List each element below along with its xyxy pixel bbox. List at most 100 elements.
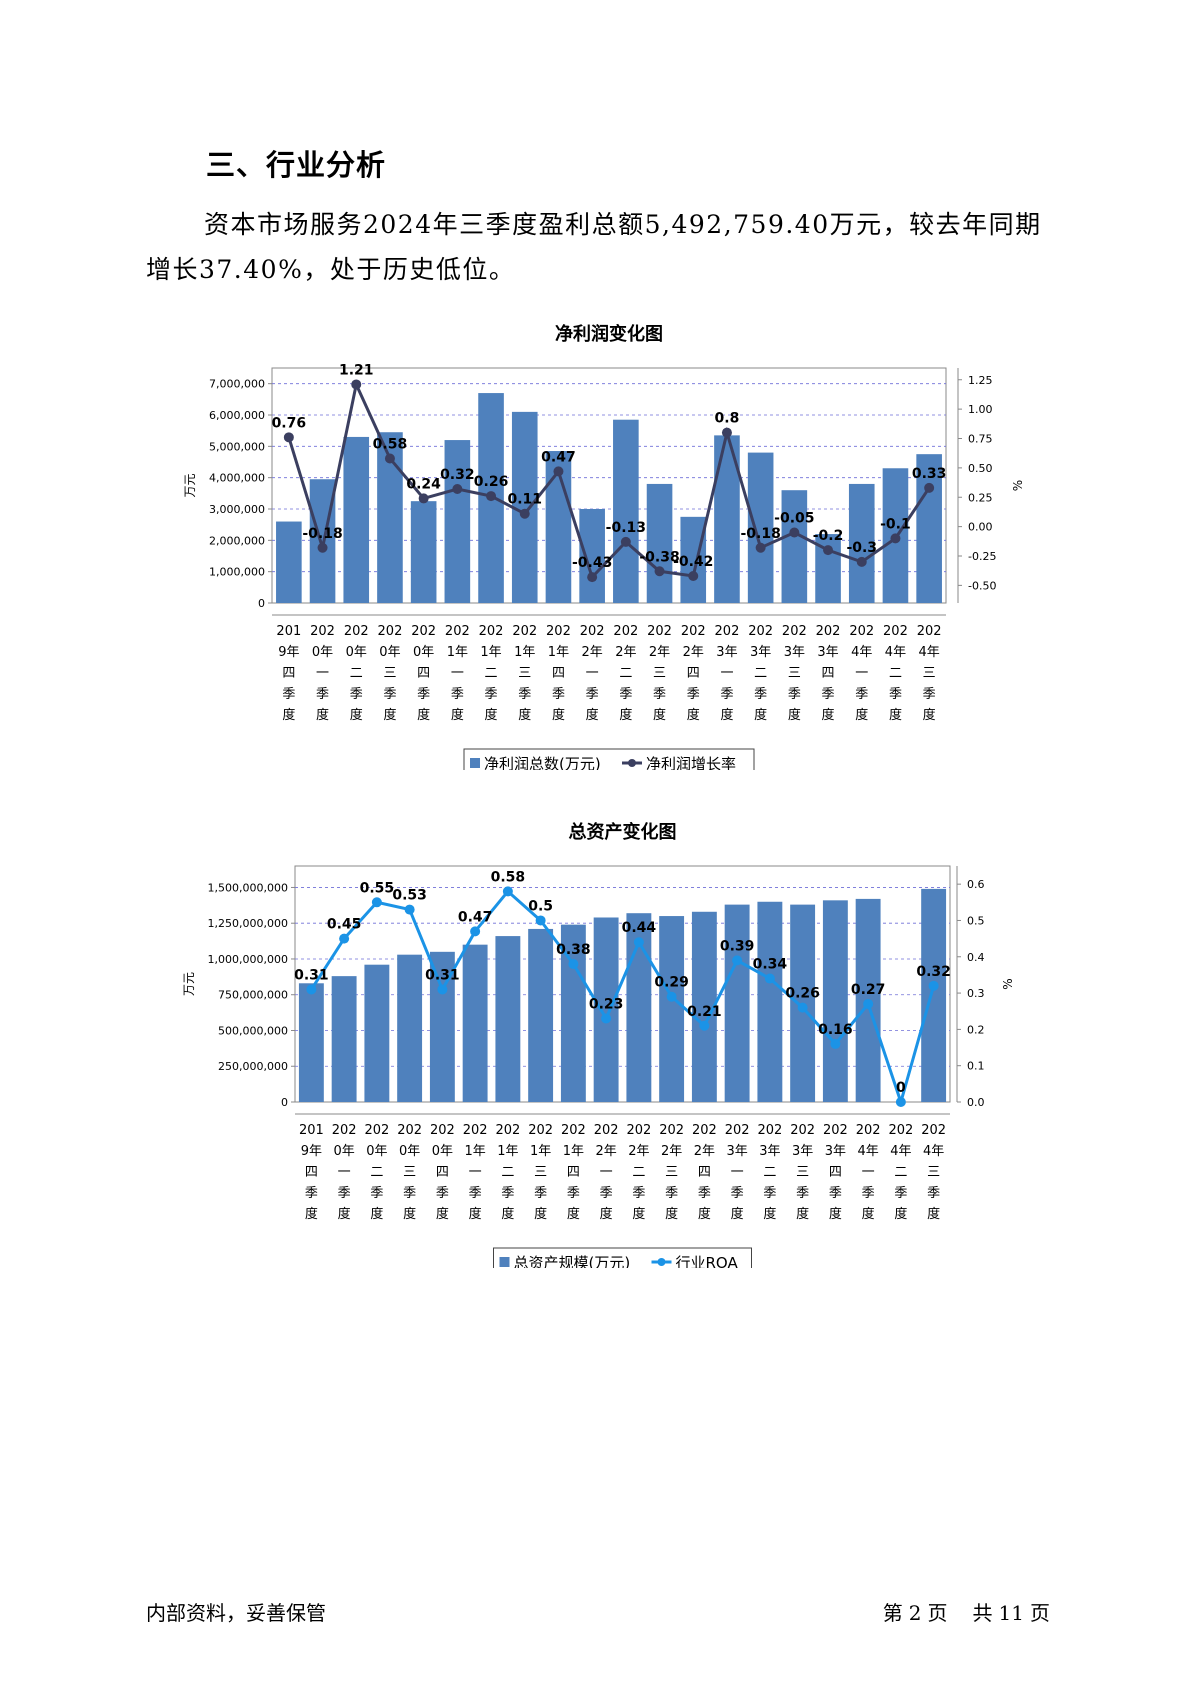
legend (493, 1247, 752, 1268)
bar (343, 436, 370, 603)
line-point (404, 904, 415, 915)
line-point (283, 432, 294, 443)
data-label: -0.1 (880, 516, 911, 532)
bar (781, 490, 808, 603)
data-label: 0.34 (753, 957, 788, 973)
data-label: 0.53 (392, 888, 427, 904)
line-point (721, 427, 732, 438)
line-point (688, 570, 699, 581)
x-tick-label: 202 1年四季度 (561, 1123, 586, 1222)
data-label: 0.47 (541, 449, 576, 465)
line-point (732, 955, 743, 966)
y2-tick-label: 0.00 (968, 521, 993, 534)
y-tick-label: 250,000,000 (218, 1060, 288, 1073)
section-heading: 三、行业分析 (206, 148, 387, 182)
total-assets-chart: 总资产变化图 0 250,000,000 500,000,000 750,000,000… (0, 818, 1191, 1268)
y2-tick-label: 1.25 (968, 374, 993, 387)
data-label: 0.27 (851, 982, 886, 998)
line-point (928, 980, 939, 991)
y-axis-title: 万元 (182, 972, 196, 996)
line-point (856, 556, 867, 567)
data-label: -0.13 (606, 520, 646, 536)
line-point (535, 915, 546, 926)
data-label: 0.23 (589, 996, 624, 1012)
line-point (797, 1002, 808, 1013)
bar (495, 936, 521, 1102)
x-tick-label: 202 4年二季度 (888, 1123, 913, 1222)
bar (444, 440, 471, 603)
series-line (287, 379, 931, 581)
footer-confidential: 内部资料，妥善保管 (146, 1601, 326, 1625)
data-label: 0.39 (720, 938, 755, 954)
line-point (755, 542, 766, 553)
bar (410, 501, 437, 603)
y2-tick-label: 0.3 (967, 987, 985, 1000)
data-label: 0.58 (373, 436, 408, 452)
y-tick-label: 3,000,000 (209, 503, 265, 516)
line-point (890, 533, 901, 544)
bar (921, 888, 947, 1102)
y-tick-label: 1,500,000,000 (208, 881, 288, 894)
line-point (601, 1013, 612, 1024)
bar (659, 916, 685, 1102)
line-point (633, 937, 644, 948)
bar (511, 411, 538, 603)
y-tick-label: 4,000,000 (209, 472, 265, 485)
data-label: 0.44 (622, 920, 657, 936)
y2-tick-label: 0.75 (968, 433, 993, 446)
data-label: 0.31 (425, 967, 460, 983)
data-label: 0.24 (406, 476, 441, 492)
data-label: 1.21 (339, 362, 374, 378)
data-label: 0.76 (272, 415, 307, 431)
legend-swatch-bar (470, 758, 480, 768)
y2-tick-label: 0.1 (967, 1060, 985, 1073)
x-tick-label: 202 2年二季度 (613, 624, 638, 723)
bar (822, 900, 848, 1102)
data-label: -0.2 (813, 528, 844, 544)
y-tick-label: 7,000,000 (209, 378, 265, 391)
line-point (553, 466, 564, 477)
legend-label-line: 净利润增长率 (646, 755, 736, 770)
x-tick-label: 202 2年三季度 (659, 1123, 684, 1222)
line-point (351, 379, 362, 390)
x-tick-label: 202 3年一季度 (715, 624, 740, 723)
x-tick-label: 202 3年四季度 (823, 1123, 848, 1222)
line-point (699, 1020, 710, 1031)
x-tick-label: 202 0年四季度 (411, 624, 436, 723)
data-label: 0.5 (528, 898, 553, 914)
x-tick-label: 202 0年一季度 (310, 624, 335, 723)
x-tick-label: 202 2年一季度 (594, 1123, 619, 1222)
line-point (863, 998, 874, 1009)
x-tick-label: 202 1年二季度 (479, 624, 504, 723)
line-point (502, 886, 513, 897)
y-tick-label: 500,000,000 (218, 1024, 288, 1037)
y2-tick-label: 0.2 (967, 1023, 985, 1036)
line-point (924, 482, 935, 493)
data-label: -0.38 (639, 549, 679, 565)
y-tick-label: 6,000,000 (209, 409, 265, 422)
line-point (486, 491, 497, 502)
bar (397, 954, 423, 1102)
x-tick-label: 202 3年一季度 (725, 1123, 750, 1222)
line-point (666, 991, 677, 1002)
x-tick-label: 202 4年三季度 (921, 1123, 946, 1222)
x-tick-label: 202 3年三季度 (790, 1123, 815, 1222)
data-label: 0.16 (818, 1022, 853, 1038)
line-point (620, 536, 631, 547)
x-tick-label: 202 1年一季度 (445, 624, 470, 723)
y2-axis-title: % (1001, 978, 1015, 989)
line-point (764, 973, 775, 984)
data-label: 0.47 (458, 909, 493, 925)
y2-tick-label: -0.50 (968, 579, 996, 592)
bar (613, 419, 639, 603)
data-label: -0.18 (740, 526, 780, 542)
legend-swatch-bar (499, 1257, 510, 1267)
data-label: 0.45 (327, 917, 362, 933)
x-tick-label: 202 3年三季度 (782, 624, 807, 723)
bar (579, 509, 605, 603)
y2-tick-label: 1.00 (968, 403, 993, 416)
y2-tick-label: 0.50 (968, 462, 993, 475)
data-label: 0.8 (715, 411, 740, 427)
y-tick-label: 2,000,000 (209, 534, 265, 547)
bar (916, 454, 942, 603)
